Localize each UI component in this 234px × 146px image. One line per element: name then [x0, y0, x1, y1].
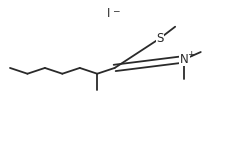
Text: +: +: [187, 50, 195, 59]
Text: −: −: [112, 6, 119, 15]
Text: N: N: [180, 53, 189, 66]
Text: S: S: [156, 32, 164, 45]
Text: I: I: [106, 7, 110, 20]
